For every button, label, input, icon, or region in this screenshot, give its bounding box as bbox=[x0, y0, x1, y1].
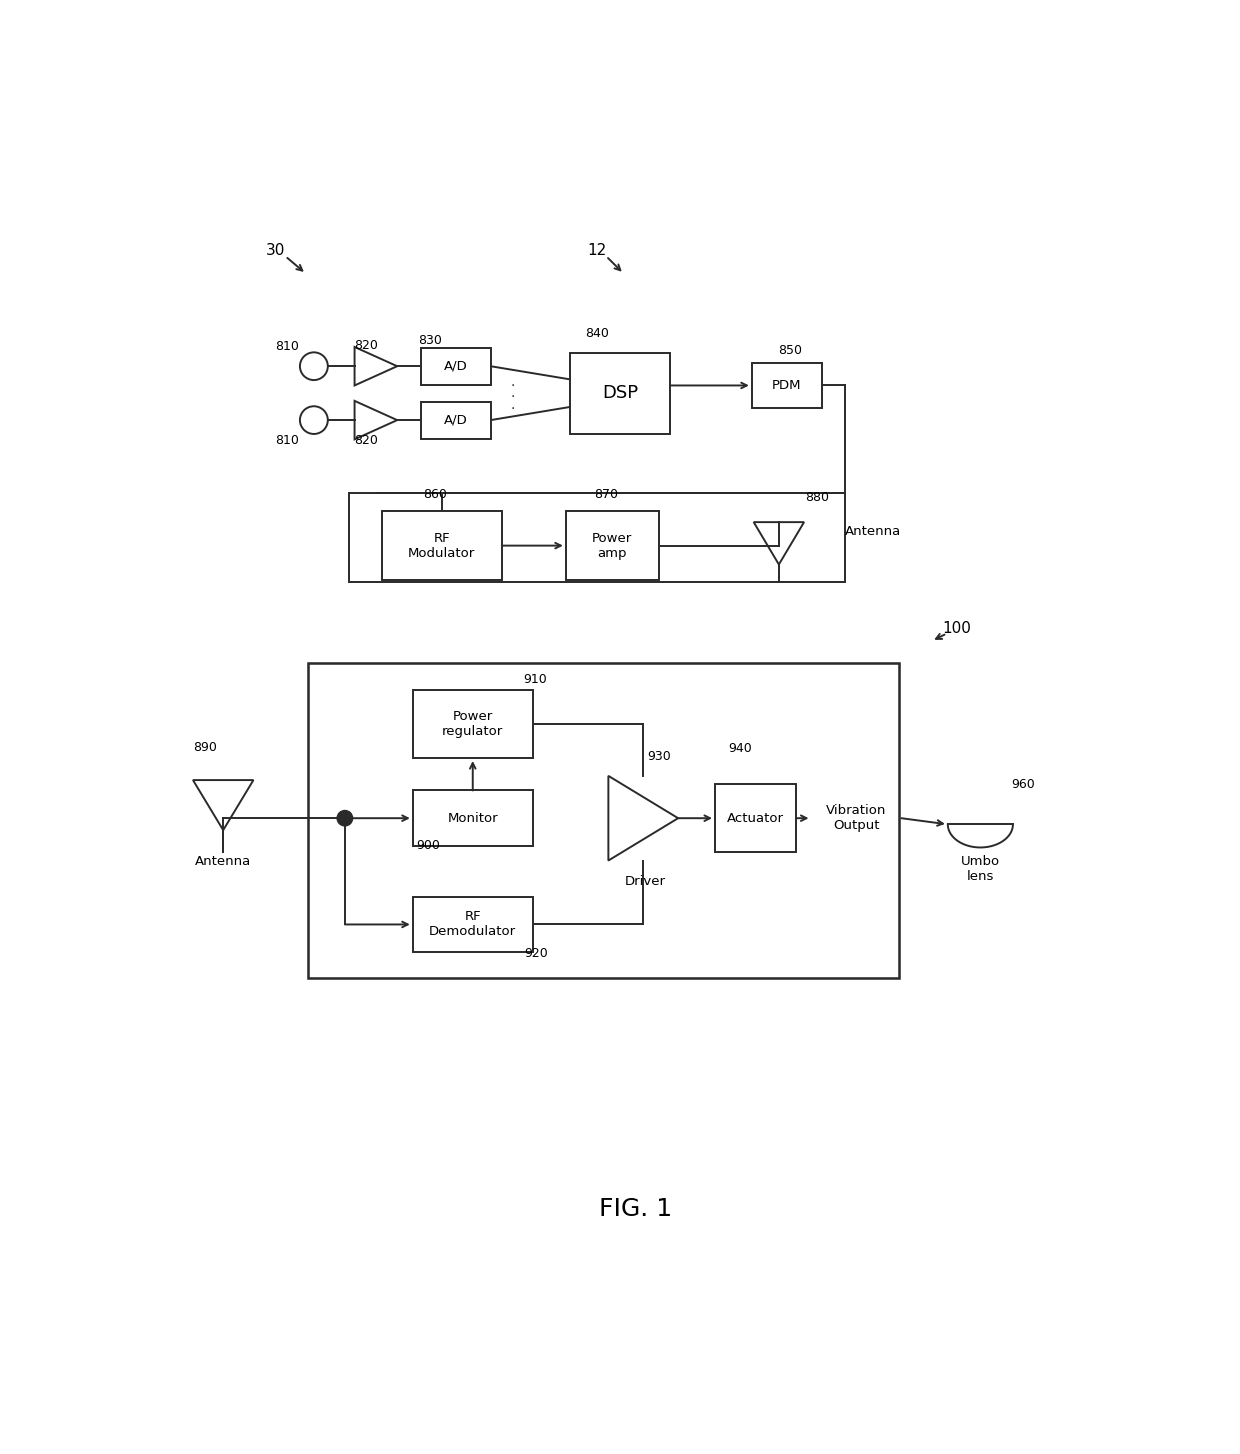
Text: Vibration
Output: Vibration Output bbox=[826, 804, 887, 832]
Text: 100: 100 bbox=[942, 621, 972, 635]
Text: Driver: Driver bbox=[624, 875, 666, 888]
Text: 850: 850 bbox=[779, 345, 802, 358]
Text: 820: 820 bbox=[353, 339, 378, 352]
Text: DSP: DSP bbox=[601, 384, 639, 403]
Text: 910: 910 bbox=[523, 673, 547, 686]
FancyBboxPatch shape bbox=[420, 401, 491, 439]
FancyBboxPatch shape bbox=[715, 784, 796, 852]
Text: Power
regulator: Power regulator bbox=[443, 710, 503, 739]
Text: 12: 12 bbox=[587, 243, 606, 259]
Text: 930: 930 bbox=[647, 750, 671, 763]
Text: 890: 890 bbox=[193, 742, 217, 753]
Text: A/D: A/D bbox=[444, 413, 467, 426]
Text: 880: 880 bbox=[806, 491, 830, 505]
FancyBboxPatch shape bbox=[413, 691, 533, 758]
FancyBboxPatch shape bbox=[751, 364, 821, 407]
FancyBboxPatch shape bbox=[565, 510, 658, 580]
Text: Antenna: Antenna bbox=[844, 525, 901, 538]
FancyBboxPatch shape bbox=[413, 897, 533, 952]
Text: Power
amp: Power amp bbox=[593, 532, 632, 560]
Text: Antenna: Antenna bbox=[195, 855, 252, 868]
Text: Monitor: Monitor bbox=[448, 811, 498, 824]
Text: Actuator: Actuator bbox=[727, 811, 784, 824]
FancyBboxPatch shape bbox=[382, 510, 502, 580]
Text: 810: 810 bbox=[275, 340, 299, 353]
FancyBboxPatch shape bbox=[413, 791, 533, 846]
Text: 900: 900 bbox=[415, 839, 440, 852]
Text: 920: 920 bbox=[525, 947, 548, 960]
Text: FIG. 1: FIG. 1 bbox=[599, 1197, 672, 1221]
Text: Umbo
lens: Umbo lens bbox=[961, 855, 999, 883]
Text: 820: 820 bbox=[353, 435, 378, 448]
FancyBboxPatch shape bbox=[420, 348, 491, 385]
Text: 860: 860 bbox=[424, 489, 448, 502]
Text: 30: 30 bbox=[265, 243, 285, 259]
Text: .: . bbox=[510, 375, 515, 388]
Text: 840: 840 bbox=[585, 327, 609, 340]
Text: .: . bbox=[510, 387, 515, 400]
Text: 810: 810 bbox=[275, 435, 299, 448]
Text: 940: 940 bbox=[728, 743, 751, 756]
FancyBboxPatch shape bbox=[569, 353, 671, 433]
Text: .: . bbox=[510, 398, 515, 411]
Text: RF
Modulator: RF Modulator bbox=[408, 532, 475, 560]
Text: PDM: PDM bbox=[771, 379, 801, 393]
Circle shape bbox=[337, 810, 352, 826]
Text: 960: 960 bbox=[1011, 778, 1035, 791]
Text: A/D: A/D bbox=[444, 359, 467, 372]
Text: RF
Demodulator: RF Demodulator bbox=[429, 910, 516, 938]
Text: 830: 830 bbox=[418, 334, 443, 348]
Text: 870: 870 bbox=[594, 489, 618, 502]
